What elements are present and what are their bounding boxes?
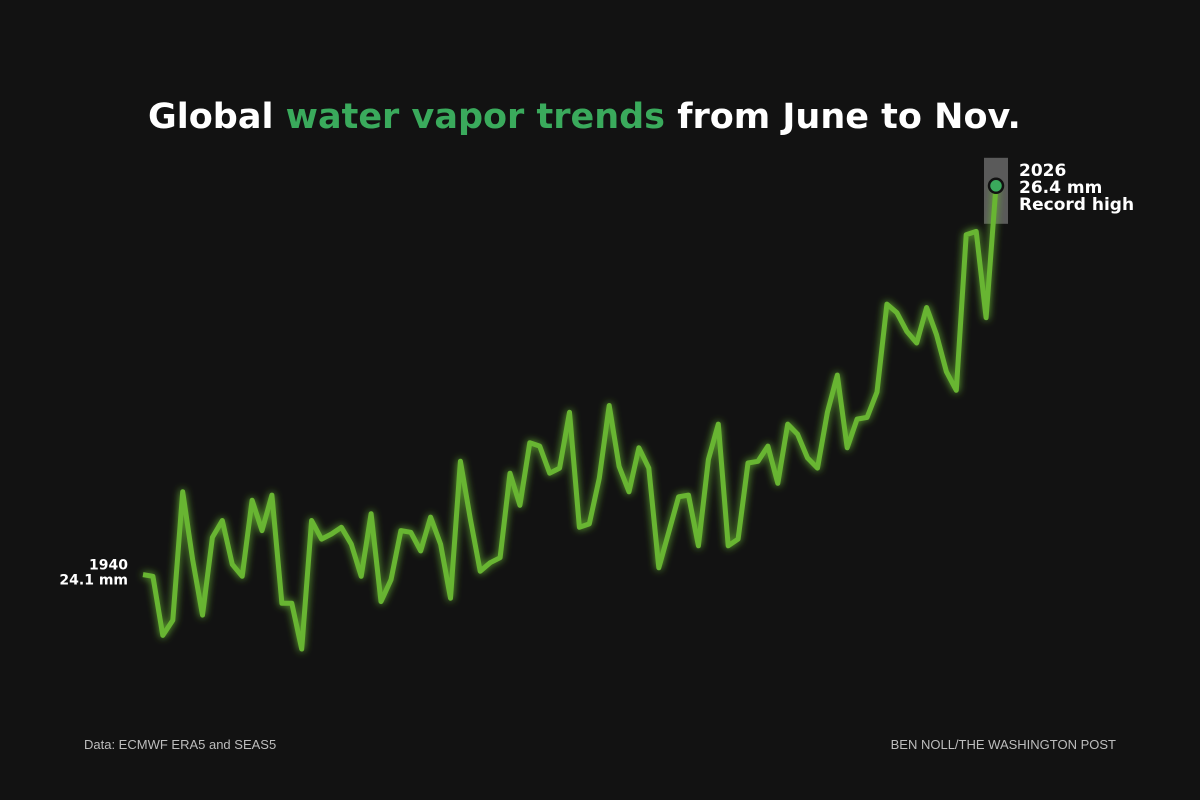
data-line [142,185,999,652]
end-marker [987,177,1005,195]
chart-title: Global water vapor trends from June to N… [148,97,1021,137]
end-note: Record high [1019,195,1134,215]
title-highlight: water vapor trends [286,97,665,137]
start-year: 1940 [89,558,128,574]
title-part: from June to Nov. [677,97,1021,137]
end-year: 2026 [1019,161,1066,181]
end-value: 26.4 mm [1019,178,1102,198]
start-value: 24.1 mm [59,573,128,589]
title-part: Global [148,97,273,137]
source: Data: ECMWF ERA5 and SEAS5 [84,737,276,752]
credit: BEN NOLL/THE WASHINGTON POST [891,737,1116,752]
